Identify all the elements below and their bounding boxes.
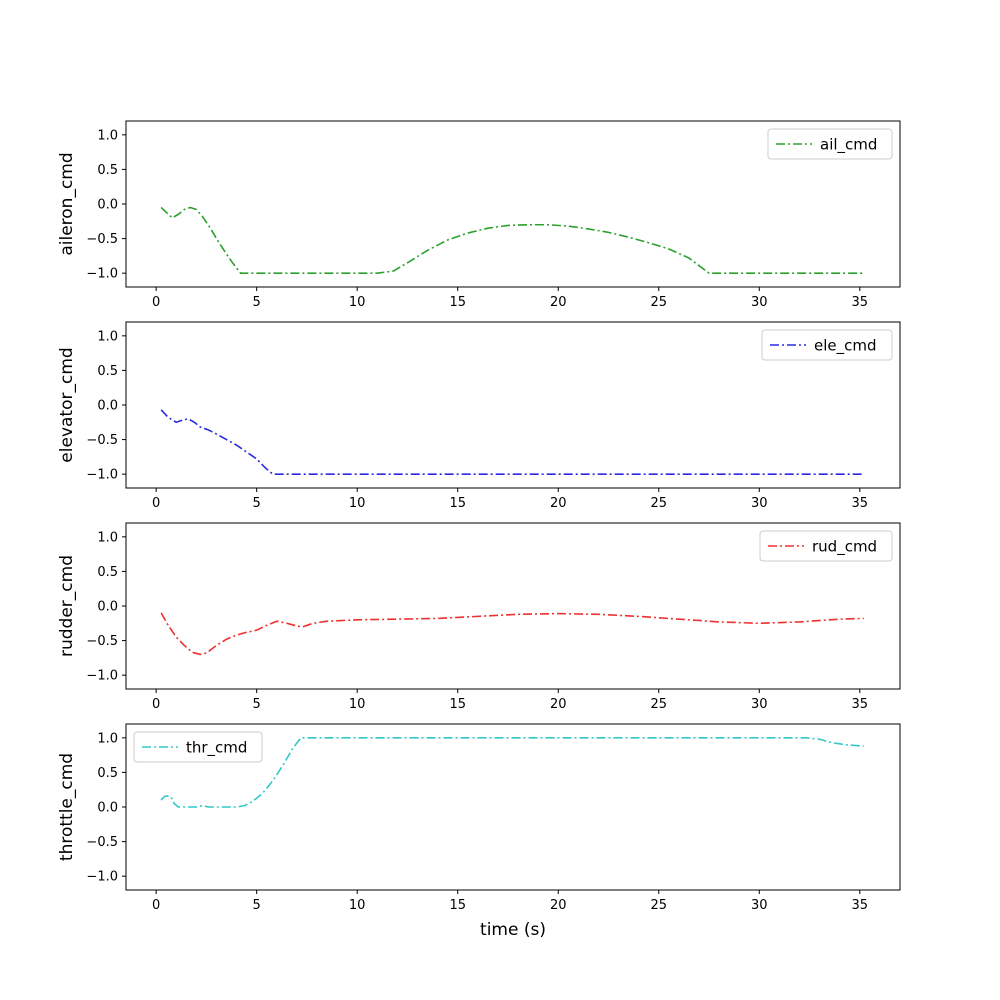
x-tick-label: 10 bbox=[349, 697, 366, 712]
y-tick-label: −0.5 bbox=[86, 433, 118, 448]
y-tick-label: 0.5 bbox=[97, 163, 118, 178]
legend-box bbox=[759, 530, 893, 562]
x-tick-label: 25 bbox=[650, 496, 667, 511]
x-tick-label: 10 bbox=[349, 295, 366, 310]
x-tick-label: 5 bbox=[253, 496, 261, 511]
x-tick-label: 30 bbox=[751, 898, 768, 913]
series-line-1-1 bbox=[160, 206, 864, 274]
x-tick-label: 35 bbox=[852, 697, 869, 712]
x-tick-label: 35 bbox=[852, 898, 869, 913]
y-axis-label: rudder_cmd bbox=[57, 555, 77, 657]
y-tick-label: −0.5 bbox=[86, 835, 118, 850]
y-tick-label: −0.5 bbox=[86, 232, 118, 247]
x-tick-label: 0 bbox=[152, 295, 160, 310]
y-tick-label: −1.0 bbox=[86, 669, 118, 684]
y-tick-label: −0.5 bbox=[86, 634, 118, 649]
x-tick-label: 10 bbox=[349, 496, 366, 511]
x-tick-label: 35 bbox=[852, 295, 869, 310]
x-tick-label: 35 bbox=[852, 496, 869, 511]
y-axis-label: throttle_cmd bbox=[57, 753, 77, 861]
legend-box bbox=[761, 329, 893, 361]
legend-label: ail_cmd bbox=[820, 136, 877, 155]
x-tick-label: 0 bbox=[152, 496, 160, 511]
legend-label: thr_cmd bbox=[186, 739, 247, 758]
y-tick-label: −1.0 bbox=[86, 468, 118, 483]
y-axis-label: elevator_cmd bbox=[57, 347, 77, 462]
y-tick-label: −1.0 bbox=[86, 267, 118, 282]
y-tick-label: 0.0 bbox=[97, 600, 118, 615]
y-tick-label: 0.5 bbox=[97, 565, 118, 580]
legend: thr_cmd bbox=[133, 731, 263, 763]
x-tick-label: 15 bbox=[449, 697, 466, 712]
x-tick-label: 10 bbox=[349, 898, 366, 913]
x-tick-label: 5 bbox=[253, 697, 261, 712]
x-axis-label: time (s) bbox=[480, 920, 546, 940]
y-tick-label: 1.0 bbox=[97, 731, 118, 746]
y-tick-label: 1.0 bbox=[97, 530, 118, 545]
y-tick-label: 0.0 bbox=[97, 801, 118, 816]
series-line-3-1 bbox=[160, 612, 864, 656]
y-tick-label: 0.5 bbox=[97, 364, 118, 379]
y-axis-label: aileron_cmd bbox=[57, 152, 77, 255]
legend: ele_cmd bbox=[761, 329, 893, 361]
subplot-2: 0 5 10 15 20 25 30 35 1.0 0.5 0.0 −0.5 −1.0 elevator_… bbox=[57, 321, 901, 511]
subplot-1: 0 5 10 15 20 25 30 35 1.0 0.5 0.0 −0.5 −1.0 aileron_c… bbox=[57, 120, 901, 310]
y-tick-label: 0.5 bbox=[97, 766, 118, 781]
y-tick-label: 1.0 bbox=[97, 128, 118, 143]
x-tick-label: 30 bbox=[751, 295, 768, 310]
x-tick-label: 30 bbox=[751, 697, 768, 712]
series-line-2-1 bbox=[160, 409, 864, 475]
x-tick-label: 15 bbox=[449, 898, 466, 913]
x-tick-label: 30 bbox=[751, 496, 768, 511]
x-tick-label: 25 bbox=[650, 697, 667, 712]
subplot-3: 0 5 10 15 20 25 30 35 1.0 0.5 0.0 −0.5 −1.0 rudder_cm… bbox=[57, 522, 901, 712]
x-tick-label: 25 bbox=[650, 295, 667, 310]
x-tick-label: 5 bbox=[253, 295, 261, 310]
series-line-4-1 bbox=[160, 737, 864, 808]
legend-label: ele_cmd bbox=[814, 337, 877, 356]
x-tick-label: 0 bbox=[152, 898, 160, 913]
x-tick-label: 15 bbox=[449, 295, 466, 310]
x-tick-label: 20 bbox=[550, 496, 567, 511]
legend: ail_cmd bbox=[767, 128, 893, 160]
y-tick-label: 1.0 bbox=[97, 329, 118, 344]
subplot-4: 0 5 10 15 20 25 30 35 1.0 0.5 0.0 −0.5 −1.0 throttle_… bbox=[57, 723, 901, 940]
x-tick-label: 20 bbox=[550, 295, 567, 310]
x-tick-label: 20 bbox=[550, 898, 567, 913]
x-tick-label: 20 bbox=[550, 697, 567, 712]
x-tick-label: 15 bbox=[449, 496, 466, 511]
x-tick-label: 25 bbox=[650, 898, 667, 913]
legend-label: rud_cmd bbox=[812, 538, 877, 557]
x-tick-label: 5 bbox=[253, 898, 261, 913]
legend-box bbox=[767, 128, 893, 160]
y-tick-label: −1.0 bbox=[86, 870, 118, 885]
x-tick-label: 0 bbox=[152, 697, 160, 712]
legend: rud_cmd bbox=[759, 530, 893, 562]
legend-box bbox=[133, 731, 263, 763]
y-tick-label: 0.0 bbox=[97, 399, 118, 414]
y-tick-label: 0.0 bbox=[97, 198, 118, 213]
